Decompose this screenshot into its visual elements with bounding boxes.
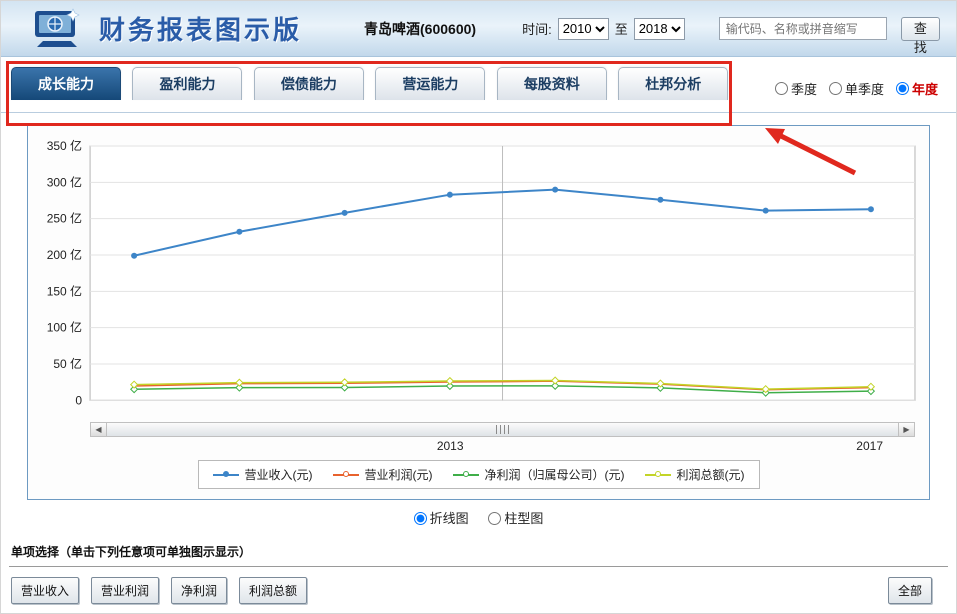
app-logo-icon xyxy=(35,7,80,47)
button-operating-profit[interactable]: 营业利润 xyxy=(91,577,160,605)
radio-quarter-input[interactable] xyxy=(774,82,788,95)
period-radio-group: 季度 单季度 年度 xyxy=(774,79,938,98)
legend-swatch-net-profit xyxy=(452,470,479,479)
svg-text:50 亿: 50 亿 xyxy=(53,356,82,371)
svg-text:350 亿: 350 亿 xyxy=(47,138,82,153)
scrollbar-track[interactable] xyxy=(107,423,898,437)
x-axis-label-2017: 2017 xyxy=(856,439,884,454)
time-to-label: 至 xyxy=(614,22,628,37)
button-total-profit[interactable]: 利润总额 xyxy=(239,577,308,605)
stock-name-label: 青岛啤酒(600600) xyxy=(364,20,477,37)
legend-swatch-operating-profit xyxy=(332,470,359,479)
x-axis-labels: 2013 2017 xyxy=(36,437,921,454)
chart-type-radio-group: 折线图 柱型图 xyxy=(1,508,956,527)
legend-item-operating-profit: 营业利润(元) xyxy=(332,466,433,483)
chart-legend: 营业收入(元) 营业利润(元) 净利润（归属母公司）(元) 利润总额(元) xyxy=(197,460,760,490)
single-select-title: 单项选择（单击下列任意项可单独图示显示） xyxy=(9,543,948,568)
legend-item-net-profit: 净利润（归属母公司）(元) xyxy=(452,466,625,483)
radio-bar-chart-input[interactable] xyxy=(488,512,502,526)
legend-swatch-revenue xyxy=(212,470,239,479)
radio-single-quarter-input[interactable] xyxy=(828,82,842,95)
radio-year-input[interactable] xyxy=(895,82,909,95)
button-all[interactable]: 全部 xyxy=(887,577,932,605)
chart-scrollbar[interactable]: ◀ ▶ xyxy=(90,422,915,438)
growth-line-chart: 350 亿 300 亿 250 亿 200 亿 150 亿 100 亿 50 亿 0 xyxy=(47,138,916,407)
radio-line-chart[interactable]: 折线图 xyxy=(413,511,473,526)
year-to-select[interactable]: 2018 xyxy=(633,17,685,40)
radio-single-quarter[interactable]: 单季度 xyxy=(828,79,884,98)
scrollbar-left-arrow-icon[interactable]: ◀ xyxy=(91,423,107,437)
scrollbar-thumb[interactable] xyxy=(107,423,898,437)
year-from-select[interactable]: 2010 xyxy=(557,17,609,40)
single-select-section: 单项选择（单击下列任意项可单独图示显示） 营业收入 营业利润 净利润 利润总额 … xyxy=(9,543,948,605)
x-axis-label-2013: 2013 xyxy=(436,439,464,454)
svg-text:300 亿: 300 亿 xyxy=(47,174,82,189)
tab-dupont-analysis[interactable]: 杜邦分析 xyxy=(618,67,729,100)
time-label: 时间: xyxy=(522,22,552,37)
single-select-buttons: 营业收入 营业利润 净利润 利润总额 全部 xyxy=(9,567,948,605)
tab-operation-ability[interactable]: 营运能力 xyxy=(375,67,486,100)
button-net-profit[interactable]: 净利润 xyxy=(171,577,228,605)
tab-growth-ability[interactable]: 成长能力 xyxy=(11,67,121,100)
scrollbar-right-arrow-icon[interactable]: ▶ xyxy=(898,423,914,437)
stock-search-input[interactable] xyxy=(718,17,887,40)
legend-item-total-profit: 利润总额(元) xyxy=(644,466,745,483)
legend-item-revenue: 营业收入(元) xyxy=(212,466,313,483)
time-range-controls: 时间: 2010 至 2018 xyxy=(522,17,691,40)
legend-swatch-total-profit xyxy=(644,470,671,479)
tab-profit-ability[interactable]: 盈利能力 xyxy=(132,67,243,100)
svg-text:0: 0 xyxy=(75,393,82,407)
svg-text:250 亿: 250 亿 xyxy=(47,211,82,226)
radio-year[interactable]: 年度 xyxy=(895,79,938,98)
tab-strip: 成长能力 盈利能力 偿债能力 营运能力 每股资料 杜邦分析 季度 单季度 年度 xyxy=(1,57,956,113)
radio-quarter[interactable]: 季度 xyxy=(774,79,817,98)
radio-bar-chart[interactable]: 柱型图 xyxy=(488,511,543,526)
svg-text:150 亿: 150 亿 xyxy=(47,283,82,298)
search-button[interactable]: 查找 xyxy=(900,16,940,55)
button-revenue[interactable]: 营业收入 xyxy=(11,577,80,605)
scrollbar-grip xyxy=(495,425,510,435)
svg-text:200 亿: 200 亿 xyxy=(47,247,82,262)
tab-per-share-data[interactable]: 每股资料 xyxy=(496,67,607,100)
header-bar: 财务报表图示版 青岛啤酒(600600) 时间: 2010 至 2018 查找 xyxy=(1,1,956,57)
svg-text:100 亿: 100 亿 xyxy=(47,320,82,335)
app-title: 财务报表图示版 xyxy=(99,15,303,45)
tab-debt-ability[interactable]: 偿债能力 xyxy=(253,67,364,100)
radio-line-chart-input[interactable] xyxy=(413,512,427,526)
